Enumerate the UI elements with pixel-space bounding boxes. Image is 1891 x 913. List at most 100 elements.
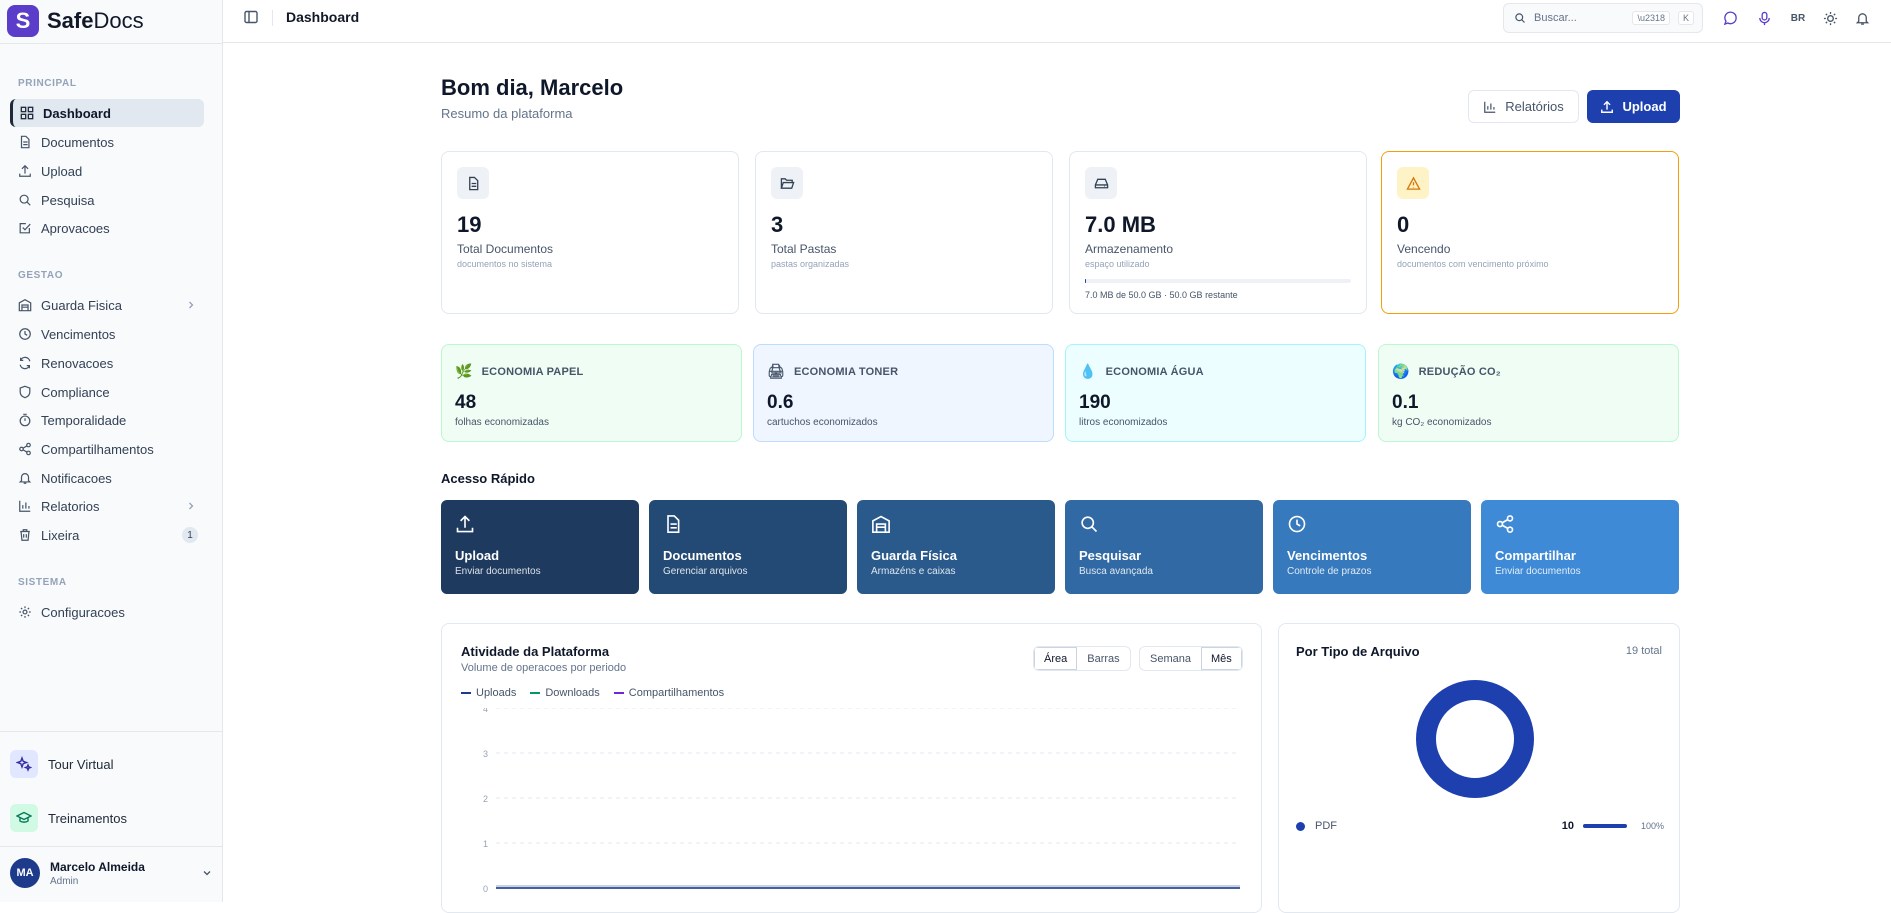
sidebar-item-temporalidade[interactable]: Temporalidade [10,406,204,434]
sidebar-item-vencimentos[interactable]: Vencimentos [10,320,204,348]
eco-card-paper: 🌿 ECONOMIA PAPEL 48 folhas economizadas [441,344,742,442]
voice-button[interactable] [1755,9,1773,27]
quick-documentos[interactable]: Documentos Gerenciar arquivos [649,500,847,594]
quick-title: Upload [455,548,500,563]
logo-mark: S [7,5,39,37]
clock-icon [19,328,31,340]
stat-label: Armazenamento [1085,242,1174,256]
file-type-percent: 100% [1640,821,1664,831]
stat-card-documents[interactable]: 19 Total Documentos documentos no sistem… [441,151,739,314]
period-month-button[interactable]: Mês [1200,647,1242,670]
sidebar-item-label: Lixeira [41,527,80,543]
quick-title: Documentos [663,548,742,563]
stat-card-storage[interactable]: 7.0 MB Armazenamento espaço utilizado 7.… [1069,151,1367,314]
warning-icon [1397,167,1429,199]
stat-label: Vencendo [1397,242,1451,256]
user-name: Marcelo Almeida [50,859,145,874]
quick-pesquisar[interactable]: Pesquisar Busca avançada [1065,500,1263,594]
stat-sub: espaço utilizado [1085,259,1150,269]
quick-vencimentos[interactable]: Vencimentos Controle de prazos [1273,500,1471,594]
lixeira-count-badge: 1 [182,527,198,543]
folder-open-icon [771,167,803,199]
period-week-button[interactable]: Semana [1150,652,1191,665]
sidebar-item-label: Aprovacoes [41,220,110,236]
trash-icon [20,529,30,541]
sidebar-item-lixeira[interactable]: Lixeira 1 [10,521,204,549]
user-menu[interactable]: MA Marcelo Almeida Admin [10,855,211,891]
sidebar-item-compliance[interactable]: Compliance [10,378,204,406]
legend-label: Downloads [545,687,600,699]
stat-card-folders[interactable]: 3 Total Pastas pastas organizadas [755,151,1053,314]
theme-toggle-button[interactable] [1821,9,1839,27]
file-type-row-pdf[interactable]: PDF 10 100% [1296,818,1664,834]
quick-guarda-fisica[interactable]: Guarda Física Armazéns e caixas [857,500,1055,594]
quick-compartilhar[interactable]: Compartilhar Enviar documentos [1481,500,1679,594]
sidebar-item-renovacoes[interactable]: Renovacoes [10,349,204,377]
sidebar-item-compartilhamentos[interactable]: Compartilhamentos [10,435,204,463]
sidebar-item-notificacoes[interactable]: Notificacoes [10,464,204,492]
quick-upload[interactable]: Upload Enviar documentos [441,500,639,594]
view-bars-button[interactable]: Barras [1087,652,1120,665]
sidebar: S SafeDocs PRINCIPAL Dashboard Documento… [0,0,223,902]
stat-value: 7.0 MB [1085,212,1156,237]
activity-subtitle: Volume de operacoes por periodo [461,662,627,674]
sidebar-item-aprovacoes[interactable]: Aprovacoes [10,214,204,242]
search-input[interactable]: Buscar... \u2318 K [1503,3,1703,33]
app-name: SafeDocs [47,8,144,33]
stat-card-expiring[interactable]: 0 Vencendo documentos com vencimento pró… [1381,151,1679,314]
quick-title: Compartilhar [1495,548,1576,563]
quick-title: Pesquisar [1079,548,1142,563]
legend-shares[interactable]: Compartilhamentos [613,687,724,699]
treinamentos-button[interactable]: Treinamentos [10,800,210,836]
share-icon [19,442,31,456]
microphone-icon [1758,11,1770,25]
app-logo[interactable]: S SafeDocs [7,5,144,37]
sidebar-item-dashboard[interactable]: Dashboard [10,99,204,127]
upload-button[interactable]: Upload [1587,90,1680,123]
stat-sub: pastas organizadas [771,259,850,269]
graduation-cap-icon [10,804,38,832]
tour-virtual-label: Tour Virtual [48,756,114,772]
stat-value: 3 [771,212,784,237]
check-square-icon [19,223,31,234]
file-type-label: PDF [1315,820,1337,832]
plant-icon: 🌿 [455,363,473,379]
donut-slice-pdf[interactable] [1416,680,1534,798]
sidebar-divider [0,43,223,44]
reports-button[interactable]: Relatórios [1468,90,1579,123]
sidebar-item-upload[interactable]: Upload [10,157,204,185]
section-principal: PRINCIPAL [18,78,77,89]
legend-downloads[interactable]: Downloads [530,687,600,699]
language-button[interactable]: BR [1790,12,1806,24]
legend-uploads[interactable]: Uploads [461,687,516,699]
printer-icon: 🖨 [767,363,785,379]
chart-legend: Uploads Downloads Compartilhamentos [461,687,724,699]
search-icon [19,194,31,206]
quick-desc: Controle de prazos [1287,566,1372,577]
eco-title: ECONOMIA PAPEL [481,365,584,378]
sidebar-toggle-button[interactable] [243,9,263,29]
sidebar-item-relatorios[interactable]: Relatorios [10,492,204,520]
sidebar-item-pesquisa[interactable]: Pesquisa [10,186,204,214]
y-tick-label: 4 [483,708,488,714]
quick-desc: Enviar documentos [455,566,541,577]
sun-icon [1823,11,1837,25]
chat-button[interactable] [1721,9,1739,27]
view-area-button[interactable]: Área [1034,647,1078,670]
topbar-divider [272,10,273,26]
quick-desc: Enviar documentos [1495,566,1581,577]
sidebar-item-guarda-fisica[interactable]: Guarda Fisica [10,291,204,319]
legend-swatch [461,692,471,694]
sidebar-item-configuracoes[interactable]: Configuracoes [10,598,204,626]
file-type-donut [1416,680,1534,798]
sparkles-icon [10,750,38,778]
bar-chart-icon [19,500,31,512]
stat-sub: documentos no sistema [457,259,553,269]
file-type-bar [1582,824,1627,828]
notifications-button[interactable] [1853,9,1871,27]
tour-virtual-button[interactable]: Tour Virtual [10,746,210,782]
sidebar-item-documentos[interactable]: Documentos [10,128,204,156]
upload-label: Upload [1622,99,1667,114]
sidebar-item-label: Relatorios [41,498,100,514]
y-tick-label: 2 [483,794,488,804]
